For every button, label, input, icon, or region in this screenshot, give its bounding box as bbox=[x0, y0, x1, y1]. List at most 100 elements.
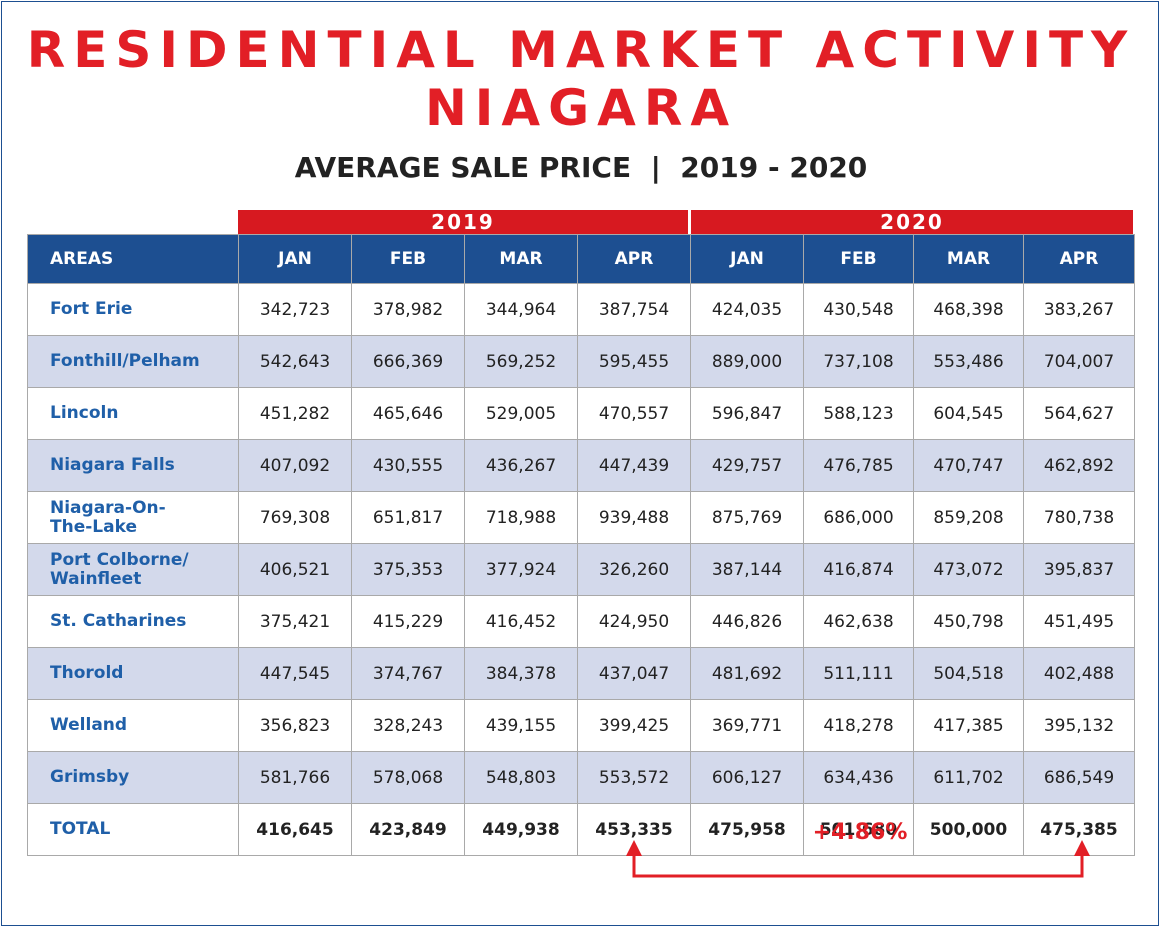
area-name: Grimsby bbox=[27, 751, 239, 804]
price-cell-2020-mar: 504,518 bbox=[913, 647, 1024, 700]
price-cell-2019-apr: 326,260 bbox=[577, 543, 691, 596]
year-header-2019: 2019 bbox=[238, 210, 688, 234]
price-cell-2020-apr: 383,267 bbox=[1023, 283, 1135, 336]
table-row: Fonthill/Pelham 542,643 666,369 569,252 595,… bbox=[27, 335, 1135, 388]
price-cell-2019-apr: 424,950 bbox=[577, 595, 691, 648]
price-cell-2019-mar: 548,803 bbox=[464, 751, 578, 804]
price-cell-2020-jan: 424,035 bbox=[690, 283, 804, 336]
price-cell-2020-jan: 606,127 bbox=[690, 751, 804, 804]
arrowhead-right bbox=[1074, 840, 1090, 856]
price-cell-2020-mar: 470,747 bbox=[913, 439, 1024, 492]
price-cell-2019-feb: 378,982 bbox=[351, 283, 465, 336]
price-cell-2019-feb: 328,243 bbox=[351, 699, 465, 752]
price-cell-2019-feb: 375,353 bbox=[351, 543, 465, 596]
price-cell-2020-mar: 604,545 bbox=[913, 387, 1024, 440]
price-cell-2019-mar: 569,252 bbox=[464, 335, 578, 388]
col-header-2019-feb: FEB bbox=[351, 234, 465, 284]
price-cell-2020-apr: 462,892 bbox=[1023, 439, 1135, 492]
price-cell-2019-feb: 415,229 bbox=[351, 595, 465, 648]
total-value-2020-mar: 500,000 bbox=[913, 803, 1024, 856]
area-name: Lincoln bbox=[27, 387, 239, 440]
price-cell-2019-jan: 581,766 bbox=[238, 751, 352, 804]
price-cell-2019-apr: 553,572 bbox=[577, 751, 691, 804]
price-cell-2019-jan: 406,521 bbox=[238, 543, 352, 596]
price-cell-2020-apr: 704,007 bbox=[1023, 335, 1135, 388]
price-cell-2020-apr: 402,488 bbox=[1023, 647, 1135, 700]
col-header-2020-mar: MAR bbox=[913, 234, 1024, 284]
area-name: Niagara Falls bbox=[27, 439, 239, 492]
area-name: Thorold bbox=[27, 647, 239, 700]
table-row: St. Catharines 375,421 415,229 416,452 424,9… bbox=[27, 595, 1135, 648]
price-cell-2019-apr: 939,488 bbox=[577, 491, 691, 544]
col-header-2019-mar: MAR bbox=[464, 234, 578, 284]
price-cell-2019-jan: 342,723 bbox=[238, 283, 352, 336]
title-line-2: NIAGARA bbox=[424, 79, 738, 137]
price-cell-2019-apr: 399,425 bbox=[577, 699, 691, 752]
change-percent-label: +4.86% bbox=[812, 820, 908, 845]
price-cell-2020-mar: 473,072 bbox=[913, 543, 1024, 596]
price-cell-2019-jan: 407,092 bbox=[238, 439, 352, 492]
price-cell-2020-apr: 395,837 bbox=[1023, 543, 1135, 596]
table-row: Niagara Falls 407,092 430,555 436,267 447,43… bbox=[27, 439, 1135, 492]
table-row: Fort Erie 342,723 378,982 344,964 387,754 424… bbox=[27, 283, 1135, 336]
price-cell-2020-feb: 462,638 bbox=[803, 595, 914, 648]
price-cell-2019-feb: 374,767 bbox=[351, 647, 465, 700]
price-cell-2019-jan: 769,308 bbox=[238, 491, 352, 544]
price-table: AREAS JAN FEB MAR APR JAN FEB MAR APR Fo… bbox=[27, 234, 1135, 856]
price-cell-2019-mar: 439,155 bbox=[464, 699, 578, 752]
title-line-1: RESIDENTIAL MARKET ACTIVITY bbox=[26, 21, 1136, 79]
price-cell-2020-mar: 417,385 bbox=[913, 699, 1024, 752]
price-cell-2019-feb: 578,068 bbox=[351, 751, 465, 804]
areas-header: AREAS bbox=[27, 234, 239, 284]
change-arrow-line bbox=[632, 850, 1084, 878]
price-cell-2020-feb: 416,874 bbox=[803, 543, 914, 596]
price-cell-2020-feb: 634,436 bbox=[803, 751, 914, 804]
col-header-2020-jan: JAN bbox=[690, 234, 804, 284]
total-value-2019-jan: 416,645 bbox=[238, 803, 352, 856]
price-cell-2020-apr: 395,132 bbox=[1023, 699, 1135, 752]
price-cell-2020-feb: 588,123 bbox=[803, 387, 914, 440]
price-cell-2019-apr: 595,455 bbox=[577, 335, 691, 388]
table-body: Fort Erie 342,723 378,982 344,964 387,754 424… bbox=[27, 283, 1135, 856]
price-cell-2020-jan: 875,769 bbox=[690, 491, 804, 544]
price-cell-2019-jan: 451,282 bbox=[238, 387, 352, 440]
subtitle-text: AVERAGE SALE PRICE | 2019 - 2020 bbox=[294, 151, 868, 184]
total-value-2020-jan: 475,958 bbox=[690, 803, 804, 856]
year-header-2020: 2020 bbox=[691, 210, 1133, 234]
total-label: TOTAL bbox=[27, 803, 239, 856]
col-header-2020-apr: APR bbox=[1023, 234, 1135, 284]
price-cell-2019-mar: 384,378 bbox=[464, 647, 578, 700]
price-cell-2020-jan: 429,757 bbox=[690, 439, 804, 492]
table-row: Port Colborne/ Wainfleet 406,521 375,353 37… bbox=[27, 543, 1135, 596]
total-value-2020-feb: 501,680 bbox=[803, 803, 914, 856]
price-cell-2020-jan: 446,826 bbox=[690, 595, 804, 648]
price-cell-2019-jan: 356,823 bbox=[238, 699, 352, 752]
price-cell-2020-feb: 511,111 bbox=[803, 647, 914, 700]
area-name: Fonthill/Pelham bbox=[27, 335, 239, 388]
price-cell-2019-mar: 377,924 bbox=[464, 543, 578, 596]
price-cell-2020-mar: 553,486 bbox=[913, 335, 1024, 388]
price-cell-2019-mar: 718,988 bbox=[464, 491, 578, 544]
col-header-2020-feb: FEB bbox=[803, 234, 914, 284]
price-cell-2019-apr: 447,439 bbox=[577, 439, 691, 492]
area-name: Welland bbox=[27, 699, 239, 752]
price-cell-2019-mar: 529,005 bbox=[464, 387, 578, 440]
header-row: AREAS JAN FEB MAR APR JAN FEB MAR APR bbox=[27, 234, 1135, 284]
price-cell-2020-jan: 596,847 bbox=[690, 387, 804, 440]
price-cell-2020-mar: 450,798 bbox=[913, 595, 1024, 648]
price-cell-2019-apr: 437,047 bbox=[577, 647, 691, 700]
price-cell-2020-mar: 611,702 bbox=[913, 751, 1024, 804]
table-row: Thorold 447,545 374,767 384,378 437,047 481,6… bbox=[27, 647, 1135, 700]
price-cell-2019-mar: 344,964 bbox=[464, 283, 578, 336]
price-cell-2020-feb: 430,548 bbox=[803, 283, 914, 336]
price-cell-2020-apr: 451,495 bbox=[1023, 595, 1135, 648]
price-cell-2020-jan: 889,000 bbox=[690, 335, 804, 388]
table-row: Grimsby 581,766 578,068 548,803 553,572 606,1… bbox=[27, 751, 1135, 804]
col-header-2019-apr: APR bbox=[577, 234, 691, 284]
price-cell-2020-feb: 418,278 bbox=[803, 699, 914, 752]
price-cell-2020-jan: 481,692 bbox=[690, 647, 804, 700]
price-cell-2019-apr: 387,754 bbox=[577, 283, 691, 336]
price-cell-2020-apr: 686,549 bbox=[1023, 751, 1135, 804]
subtitle: AVERAGE SALE PRICE | 2019 - 2020 bbox=[0, 148, 1162, 188]
